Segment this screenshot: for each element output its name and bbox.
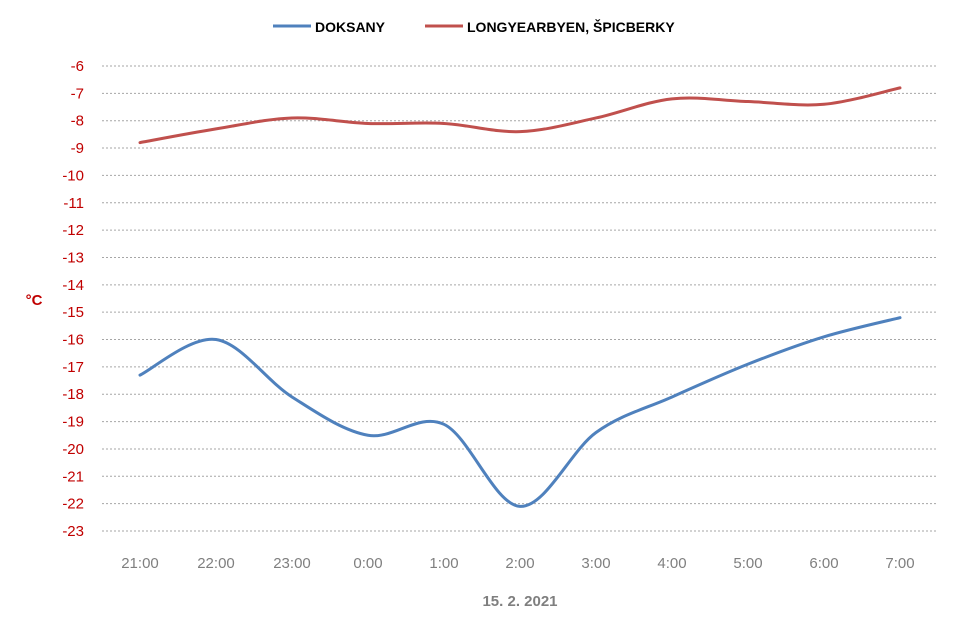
- y-tick-label: -15: [62, 304, 84, 321]
- y-tick-label: -9: [71, 140, 84, 157]
- y-axis-ticks: -6 -7 -8 -9 -10 -11 -12 -13 -14 -15 -16 -17 -18 -19 -2…: [62, 58, 84, 540]
- y-tick-label: -19: [62, 414, 84, 431]
- legend-label-longyearbyen: LONGYEARBYEN, ŠPICBERKY: [467, 18, 675, 35]
- x-tick-label: 1:00: [429, 555, 458, 572]
- x-tick-label: 21:00: [121, 555, 159, 572]
- y-tick-label: -17: [62, 359, 84, 376]
- y-tick-label: -10: [62, 167, 84, 184]
- series-line-longyearbyen-picberky: [138, 86, 902, 145]
- x-tick-label: 5:00: [733, 555, 762, 572]
- y-tick-label: -7: [71, 85, 84, 102]
- y-tick-label: -22: [62, 496, 84, 513]
- y-tick-label: -6: [71, 58, 84, 75]
- y-tick-label: -21: [62, 468, 84, 485]
- x-tick-label: 3:00: [581, 555, 610, 572]
- y-tick-label: -18: [62, 386, 84, 403]
- y-axis-label: °C: [26, 292, 43, 309]
- x-tick-label: 6:00: [809, 555, 838, 572]
- x-axis-label: 15. 2. 2021: [482, 593, 557, 610]
- y-tick-label: -13: [62, 249, 84, 266]
- gridlines: [102, 65, 938, 532]
- legend: DOKSANY LONGYEARBYEN, ŠPICBERKY: [273, 18, 675, 35]
- y-tick-label: -11: [63, 195, 84, 212]
- y-tick-label: -23: [62, 523, 84, 540]
- x-tick-label: 23:00: [273, 555, 311, 572]
- x-tick-label: 0:00: [353, 555, 382, 572]
- x-tick-label: 7:00: [885, 555, 914, 572]
- y-tick-label: -8: [71, 113, 84, 130]
- y-tick-label: -20: [62, 441, 84, 458]
- series-line-doksany: [138, 316, 902, 508]
- legend-label-doksany: DOKSANY: [315, 19, 386, 35]
- y-tick-label: -16: [62, 332, 84, 349]
- x-axis-ticks: 21:00 22:00 23:00 0:00 1:00 2:00 3:00 4:00 5:00 6…: [121, 555, 914, 572]
- series-lines: [138, 86, 902, 508]
- x-tick-label: 4:00: [657, 555, 686, 572]
- x-tick-label: 22:00: [197, 555, 235, 572]
- y-tick-label: -12: [62, 222, 84, 239]
- y-tick-label: -14: [62, 277, 84, 294]
- x-tick-label: 2:00: [505, 555, 534, 572]
